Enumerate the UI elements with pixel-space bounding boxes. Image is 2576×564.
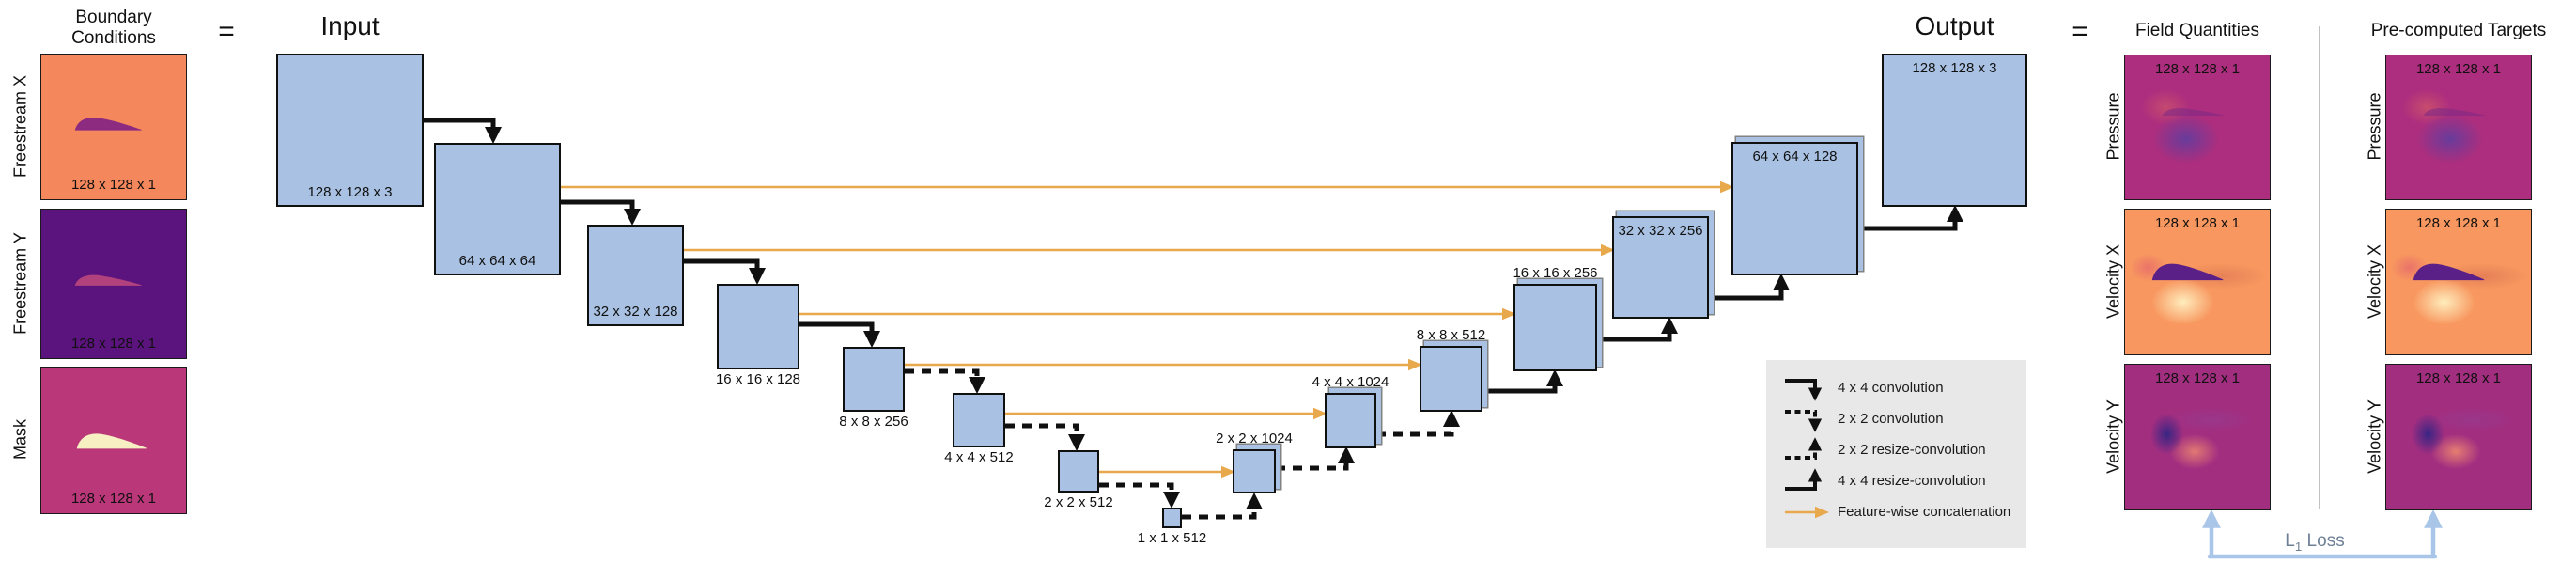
fq-pressure-image: 128 x 128 x 1 <box>2124 55 2271 200</box>
loss-suffix: Loss <box>2302 531 2345 551</box>
encoder-box-8: 8 x 8 x 256 <box>839 347 908 430</box>
decoder-box-4: 4 x 4 x 1024 <box>1312 374 1389 448</box>
tensor-dims-label: 128 x 128 x 1 <box>2415 370 2502 386</box>
fq-velocity-x-image: 128 x 128 x 1 <box>2124 209 2271 355</box>
fq-velocity-y-label: Velocity Y <box>2103 400 2123 474</box>
conv2x2-glyph-icon <box>1785 409 1823 432</box>
airfoil-shape <box>75 274 143 286</box>
unet-input-box: 128 x 128 x 3 <box>276 54 424 207</box>
target-pressure-image: 128 x 128 x 1 <box>2385 55 2532 200</box>
unet-output-box: 128 x 128 x 3 <box>1882 54 2027 207</box>
output-title: Output <box>1915 11 1994 40</box>
freestream-y-image: 128 x 128 x 1 <box>40 209 187 359</box>
boundary-conditions-title: Boundary Conditions <box>29 8 198 50</box>
fq-pressure-label: Pressure <box>2103 92 2123 161</box>
tensor-dims-label: 2 x 2 x 512 <box>1044 494 1113 510</box>
loss-subscript: 1 <box>2294 539 2303 554</box>
tensor-dims-label: 2 x 2 x 1024 <box>1216 431 1293 446</box>
tensor-dims-label: 128 x 128 x 1 <box>70 177 157 193</box>
decoder-box-64: 64 x 64 x 128 <box>1731 142 1858 275</box>
freestream-y-label: Freestream Y <box>10 232 30 335</box>
target-velocity-y-label: Velocity Y <box>2365 400 2384 474</box>
target-velocity-y-image: 128 x 128 x 1 <box>2385 364 2532 510</box>
tensor-dims-label: 64 x 64 x 128 <box>1752 149 1838 164</box>
tensor-dims-label: 16 x 16 x 128 <box>715 371 801 387</box>
boundary-title-line1: Boundary <box>75 8 152 27</box>
tensor-dims-label: 128 x 128 x 1 <box>70 336 157 352</box>
conv4x4-glyph-icon <box>1785 378 1823 401</box>
tensor-dims-label: 4 x 4 x 512 <box>944 449 1014 465</box>
airfoil-shape <box>2413 264 2484 281</box>
fq-velocity-x-label: Velocity X <box>2103 243 2123 320</box>
legend-item-resize4: 4 x 4 resize-convolution <box>1781 465 2026 496</box>
mask-image: 128 x 128 x 1 <box>40 367 187 514</box>
legend-item-conv2: 2 x 2 convolution <box>1781 403 2026 434</box>
freestream-x-image: 128 x 128 x 1 <box>40 54 187 200</box>
equals-sign-right: = <box>2072 16 2088 47</box>
tensor-dims-label: 8 x 8 x 512 <box>1416 327 1486 343</box>
field-quantities-title: Field Quantities <box>2134 21 2259 40</box>
tensor-dims-label: 128 x 128 x 1 <box>2154 370 2241 386</box>
airfoil-shape <box>76 433 147 449</box>
encoder-box-2: 2 x 2 x 512 <box>1044 450 1113 510</box>
decoder-box-8: 8 x 8 x 512 <box>1417 327 1485 412</box>
encoder-box-64: 64 x 64 x 64 <box>434 143 561 275</box>
encoder-box-32: 32 x 32 x 128 <box>587 225 684 326</box>
tensor-dims-label: 128 x 128 x 3 <box>1912 60 1997 76</box>
tensor-dims-label: 128 x 128 x 3 <box>307 184 393 200</box>
l1-loss-label: L1 Loss <box>2249 531 2381 554</box>
tensor-dims-label: 128 x 128 x 1 <box>2154 215 2241 231</box>
resize-conv2x2-glyph-icon <box>1785 436 1823 460</box>
mask-label: Mask <box>10 419 30 461</box>
decoder-box-16: 16 x 16 x 256 <box>1513 265 1598 371</box>
tensor-dims-label: 128 x 128 x 1 <box>70 491 157 507</box>
target-pressure-label: Pressure <box>2365 92 2384 161</box>
airfoil-shape <box>75 117 143 131</box>
boundary-title-line2: Conditions <box>71 28 156 49</box>
airfoil-shape <box>2423 108 2486 117</box>
tensor-dims-label: 128 x 128 x 1 <box>2415 61 2502 77</box>
target-velocity-x-label: Velocity X <box>2365 243 2384 320</box>
conv2x2-arrow <box>905 368 1180 509</box>
legend-item-resize2: 2 x 2 resize-convolution <box>1781 434 2026 465</box>
resize-conv4x4-glyph-icon <box>1785 467 1823 491</box>
input-title: Input <box>320 11 380 40</box>
tensor-dims-label: 128 x 128 x 1 <box>2154 61 2241 77</box>
legend-label: 4 x 4 convolution <box>1838 380 1944 396</box>
tensor-dims-label: 16 x 16 x 256 <box>1513 265 1598 281</box>
loss-prefix: L <box>2285 531 2295 551</box>
freestream-x-label: Freestream X <box>10 74 30 179</box>
airfoil-shape <box>2162 108 2225 117</box>
legend-label: 2 x 2 convolution <box>1838 411 1944 427</box>
airfoil-shape <box>2151 264 2223 281</box>
legend-item-conv4: 4 x 4 convolution <box>1781 372 2026 403</box>
precomputed-targets-title: Pre-computed Targets <box>2370 21 2547 40</box>
target-velocity-x-image: 128 x 128 x 1 <box>2385 209 2532 355</box>
legend-label: 4 x 4 resize-convolution <box>1838 473 1986 489</box>
tensor-dims-label: 32 x 32 x 256 <box>1618 223 1703 239</box>
tensor-dims-label: 1 x 1 x 512 <box>1137 530 1207 546</box>
fq-velocity-y-image: 128 x 128 x 1 <box>2124 364 2271 510</box>
legend-item-concat: Feature-wise concatenation <box>1781 496 2026 527</box>
encoder-box-16: 16 x 16 x 128 <box>716 284 800 387</box>
concatenation-glyph-icon <box>1785 506 1829 518</box>
tensor-dims-label: 8 x 8 x 256 <box>839 414 908 430</box>
tensor-dims-label: 4 x 4 x 1024 <box>1311 374 1389 390</box>
legend-label: 2 x 2 resize-convolution <box>1838 442 1986 458</box>
tensor-dims-label: 128 x 128 x 1 <box>2415 215 2502 231</box>
tensor-dims-label: 64 x 64 x 64 <box>458 253 536 269</box>
legend-label: Feature-wise concatenation <box>1838 504 2011 520</box>
encoder-box-4: 4 x 4 x 512 <box>944 393 1014 465</box>
tensor-dims-label: 32 x 32 x 128 <box>593 304 678 320</box>
arrow-legend: 4 x 4 convolution 2 x 2 convolution 2 x … <box>1766 360 2026 548</box>
bottleneck-box-1: 1 x 1 x 512 <box>1138 508 1206 546</box>
decoder-box-32: 32 x 32 x 256 <box>1612 216 1709 319</box>
column-divider <box>2319 26 2320 509</box>
decoder-box-2: 2 x 2 x 1024 <box>1216 431 1293 494</box>
equals-sign-left: = <box>218 16 235 47</box>
